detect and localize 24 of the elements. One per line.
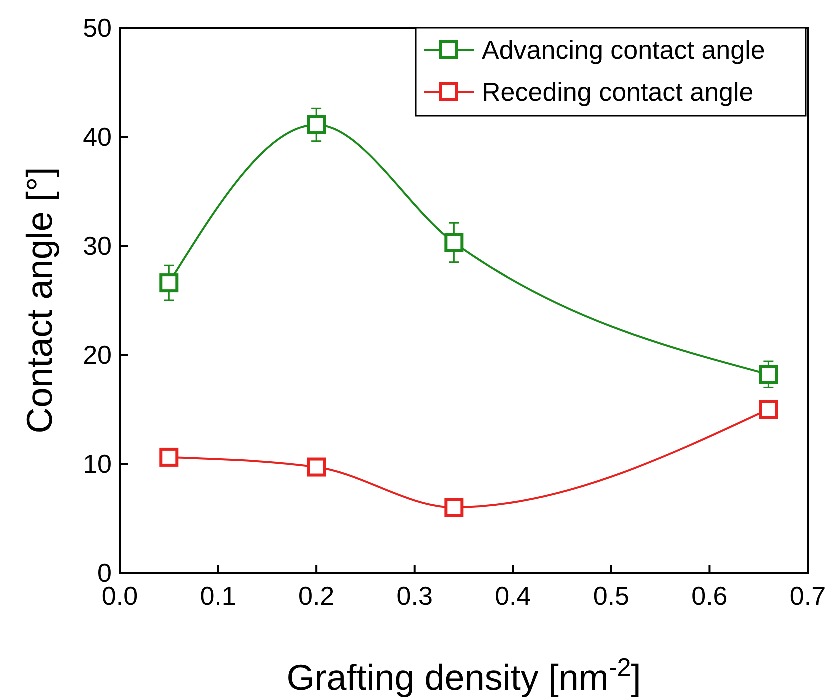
x-tick-label: 0.4 [495,581,532,611]
point [444,498,464,518]
x-axis-title: Grafting density [nm$^{-2}$] [286,654,642,698]
point [160,448,179,467]
point [444,233,464,252]
point [160,274,179,293]
y-axis-title: Contact angle [°] [19,167,60,434]
point [759,365,778,384]
y-tick-label: 10 [83,449,112,479]
point [307,116,326,135]
legend-label: Receding contact angle [482,77,754,107]
x-tick-label: 0.2 [298,581,335,611]
x-tick-label: 0.6 [692,581,728,611]
y-tick-label: 30 [83,231,112,261]
y-tick-label: 50 [83,13,112,43]
legend-label: Advancing contact angle [482,35,766,65]
x-tick-label: 0.5 [593,581,630,611]
y-tick-label: 20 [83,340,112,370]
point [307,458,326,477]
x-tick-label: 0.3 [396,581,433,611]
point [759,400,778,419]
x-tick-label: 0.1 [200,581,236,611]
x-tick-label: 0.7 [790,581,826,611]
y-tick-label: 40 [83,122,112,152]
